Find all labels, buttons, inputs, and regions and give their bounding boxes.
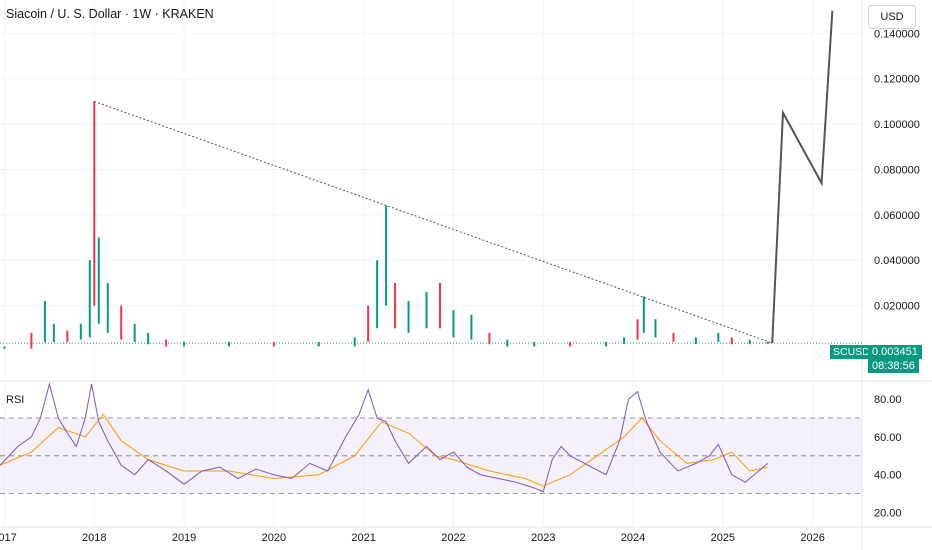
rsi-pane [0,382,862,495]
time-tick-label: 2023 [531,532,555,544]
time-tick-label: 2024 [621,532,645,544]
time-tick-label: 2022 [441,532,465,544]
trendline [94,100,773,344]
rsi-tick-label: 60.00 [874,432,902,444]
current-price-tag: 0.003451 [868,345,922,359]
price-tick-label: 0.120000 [874,74,920,86]
rsi-tick-label: 80.00 [874,394,902,406]
chart-title: Siacoin / U. S. Dollar · 1W · KRAKEN [6,7,214,21]
bar-countdown-tag: 08:38:56 [868,359,919,373]
axes: 0.020000 0.040000 0.060000 0.080000 0.100000… [0,28,920,544]
price-tick-label: 0.080000 [874,164,920,176]
price-tick-label: 0.100000 [874,119,920,131]
projection-path [771,10,834,344]
price-pane [0,10,862,349]
time-tick-label: 2026 [800,532,824,544]
time-tick-label: 2019 [172,532,196,544]
symbol-tag: SCUSD [830,345,873,359]
time-tick-label: 2017 [0,532,17,544]
currency-selector[interactable]: USD [868,5,916,29]
rsi-label: RSI [6,394,25,406]
time-tick-label: 2021 [351,532,375,544]
price-tick-label: 0.040000 [874,255,920,267]
time-tick-label: 2018 [82,532,106,544]
price-tick-label: 0.020000 [874,301,920,313]
rsi-band [0,418,862,494]
rsi-tick-label: 40.00 [874,470,902,482]
time-tick-label: 2020 [262,532,286,544]
time-tick-label: 2025 [711,532,735,544]
price-tick-label: 0.060000 [874,210,920,222]
rsi-line [0,382,769,493]
rsi-tick-label: 20.00 [874,508,902,520]
price-tick-label: 0.140000 [874,28,920,40]
